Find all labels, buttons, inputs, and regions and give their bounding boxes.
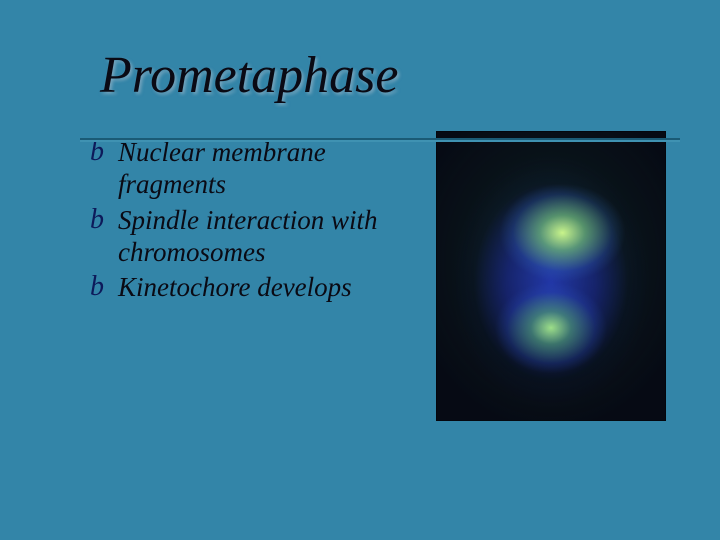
prometaphase-image — [436, 131, 666, 421]
slide-container: Prometaphase b Nuclear membrane fragment… — [0, 0, 720, 540]
bullet-item: b Kinetochore develops — [90, 272, 414, 304]
bullet-marker-icon: b — [90, 203, 108, 236]
content-row: b Nuclear membrane fragments b Spindle i… — [90, 135, 670, 421]
bullet-text: Kinetochore develops — [118, 272, 352, 304]
bullet-list: b Nuclear membrane fragments b Spindle i… — [90, 135, 414, 421]
bullet-marker-icon: b — [90, 270, 108, 303]
bullet-item: b Spindle interaction with chromosomes — [90, 205, 414, 269]
bullet-item: b Nuclear membrane fragments — [90, 137, 414, 201]
slide-title: Prometaphase — [100, 46, 670, 105]
bullet-text: Spindle interaction with chromosomes — [118, 205, 414, 269]
bullet-text: Nuclear membrane fragments — [118, 137, 414, 201]
title-rule — [80, 138, 680, 142]
